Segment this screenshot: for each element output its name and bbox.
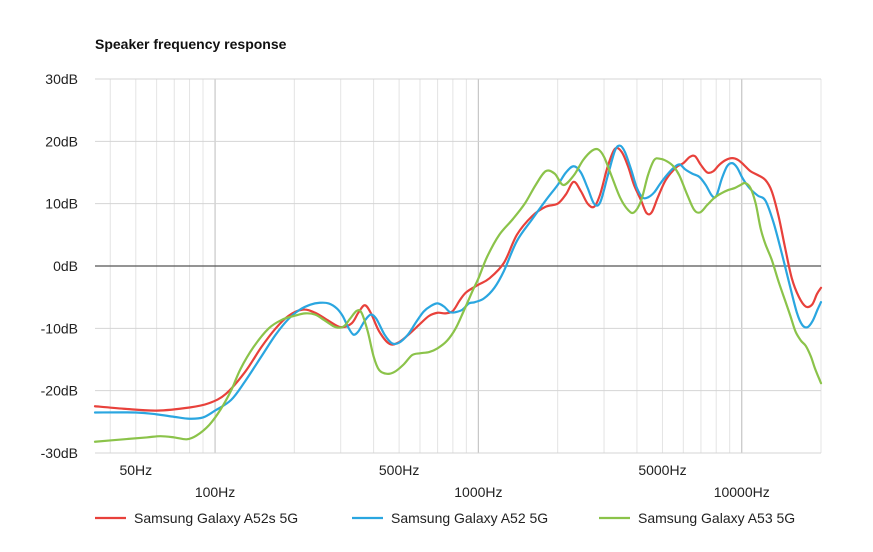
- legend: Samsung Galaxy A52s 5G Samsung Galaxy A52…: [95, 510, 795, 526]
- x-tick-label: 10000Hz: [714, 484, 770, 500]
- y-tick-label: 10dB: [45, 196, 78, 212]
- x-tick-label: 1000Hz: [454, 484, 502, 500]
- y-tick-label: 20dB: [45, 133, 78, 149]
- series-lines: [93, 144, 823, 443]
- legend-label-samsung-galaxy-a53-5g: Samsung Galaxy A53 5G: [638, 510, 795, 526]
- y-tick-label: -20dB: [41, 383, 78, 399]
- x-tick-label: 500Hz: [379, 462, 419, 478]
- x-tick-label: 100Hz: [195, 484, 235, 500]
- y-tick-label: -30dB: [41, 445, 78, 461]
- y-tick-label: -10dB: [41, 320, 78, 336]
- chart-title: Speaker frequency response: [95, 36, 287, 52]
- y-axis-ticks: 30dB 20dB 10dB 0dB -10dB -20dB -30dB: [41, 71, 821, 461]
- series-line-samsung-galaxy-a53-5g: [93, 147, 823, 443]
- legend-label-samsung-galaxy-a52-5g: Samsung Galaxy A52 5G: [391, 510, 548, 526]
- series-line-samsung-galaxy-a52s-5g: [93, 146, 823, 412]
- series-line-samsung-galaxy-a52-5g: [93, 144, 823, 420]
- x-tick-label: 5000Hz: [638, 462, 686, 478]
- y-tick-label: 0dB: [53, 258, 78, 274]
- legend-label-samsung-galaxy-a52s-5g: Samsung Galaxy A52s 5G: [134, 510, 298, 526]
- y-tick-label: 30dB: [45, 71, 78, 87]
- x-tick-label: 50Hz: [119, 462, 152, 478]
- x-axis-ticks: 50Hz 100Hz 500Hz 1000Hz 5000Hz 10000Hz: [119, 462, 769, 500]
